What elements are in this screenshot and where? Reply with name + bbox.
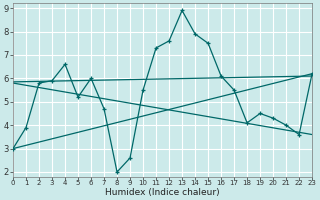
X-axis label: Humidex (Indice chaleur): Humidex (Indice chaleur): [105, 188, 220, 197]
